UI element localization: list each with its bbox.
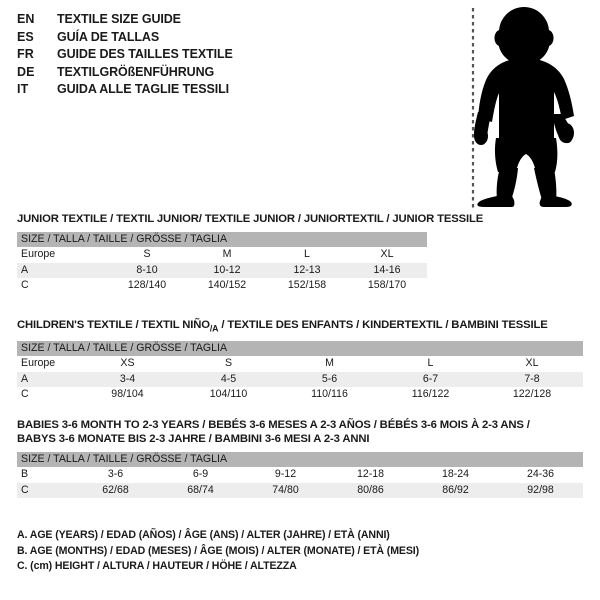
table-cell: 62/68 (73, 482, 158, 498)
table-cell: 122/128 (481, 387, 584, 403)
section-junior: JUNIOR TEXTILE / TEXTIL JUNIOR/ TEXTILE … (17, 212, 484, 294)
table-cell: S (107, 247, 187, 263)
table-cell: M (279, 356, 380, 372)
size-band-label: SIZE / TALLA / TAILLE / GRÖSSE / TAGLIA (17, 452, 584, 467)
height-illustration: C (440, 0, 600, 215)
table-row: A 3-4 4-5 5-6 6-7 7-8 (17, 371, 584, 388)
table-cell: 4-5 (178, 371, 279, 388)
table-cell: 158/170 (347, 278, 427, 294)
table-cell: 5-6 (279, 371, 380, 388)
junior-size-table: SIZE / TALLA / TAILLE / GRÖSSE / TAGLIA … (17, 232, 427, 294)
toddler-body (474, 7, 574, 207)
table-cell: L (380, 356, 481, 372)
legend-line-b: B. AGE (MONTHS) / EDAD (MESES) / ÂGE (MO… (17, 544, 420, 557)
language-row: ES GUÍA DE TALLAS (17, 30, 417, 48)
language-row: EN TEXTILE SIZE GUIDE (17, 12, 417, 30)
table-band-row: SIZE / TALLA / TAILLE / GRÖSSE / TAGLIA (17, 341, 584, 357)
language-row: IT GUIDA ALLE TAGLIE TESSILI (17, 82, 417, 100)
table-row: C 98/104 104/110 110/116 116/122 122/128 (17, 387, 584, 403)
legend-line-a: A. AGE (YEARS) / EDAD (AÑOS) / ÂGE (ANS)… (17, 529, 390, 541)
section-children: CHILDREN'S TEXTILE / TEXTIL NIÑO/A / TEX… (17, 318, 584, 403)
table-cell: 7-8 (481, 371, 584, 388)
language-title: TEXTILE SIZE GUIDE (57, 12, 181, 26)
table-cell: 18-24 (413, 467, 498, 483)
section-title-babies-line2: BABYS 3-6 MONATE BIS 2-3 JAHRE / BAMBINI… (17, 433, 370, 445)
table-cell: XL (347, 247, 427, 263)
language-code: ES (17, 29, 34, 44)
row-label: C (17, 387, 77, 403)
table-cell: M (187, 247, 267, 263)
table-cell: 92/98 (498, 482, 584, 498)
section-title-junior: JUNIOR TEXTILE / TEXTIL JUNIOR/ TEXTILE … (17, 213, 484, 225)
language-title: GUÍA DE TALLAS (57, 29, 160, 44)
table-cell: 104/110 (178, 387, 279, 403)
section-title-children-suffix: / TEXTILE DES ENFANTS / KINDERTEXTIL / B… (218, 319, 548, 331)
table-cell: 9-12 (243, 467, 328, 483)
section-title-babies-line1: BABIES 3-6 MONTH TO 2-3 YEARS / BEBÉS 3-… (17, 419, 530, 431)
table-cell: 74/80 (243, 482, 328, 498)
language-title: GUIDA ALLE TAGLIE TESSILI (57, 82, 230, 96)
table-row: Europe XS S M L XL (17, 356, 584, 372)
size-band-label: SIZE / TALLA / TAILLE / GRÖSSE / TAGLIA (17, 341, 584, 357)
table-cell: 8-10 (107, 262, 187, 278)
table-cell: 140/152 (187, 278, 267, 294)
row-label: B (17, 467, 73, 483)
table-cell: 3-6 (73, 467, 158, 483)
children-size-table: SIZE / TALLA / TAILLE / GRÖSSE / TAGLIA … (17, 341, 584, 403)
table-row: B 3-6 6-9 9-12 12-18 18-24 24-36 (17, 467, 584, 483)
table-cell: 3-4 (77, 371, 178, 388)
table-cell: 110/116 (279, 387, 380, 403)
language-title-block: EN TEXTILE SIZE GUIDE ES GUÍA DE TALLAS … (17, 12, 417, 100)
size-band-label: SIZE / TALLA / TAILLE / GRÖSSE / TAGLIA (17, 232, 427, 247)
row-label: Europe (17, 356, 77, 372)
table-cell: 10-12 (187, 262, 267, 278)
table-cell: 12-18 (328, 467, 413, 483)
section-title-children: CHILDREN'S TEXTILE / TEXTIL NIÑO/A / TEX… (17, 318, 583, 335)
language-code: EN (17, 12, 35, 26)
row-label: C (17, 278, 107, 294)
section-babies: BABIES 3-6 MONTH TO 2-3 YEARS / BEBÉS 3-… (17, 418, 584, 498)
table-cell: 14-16 (347, 262, 427, 278)
table-cell: 116/122 (380, 387, 481, 403)
table-cell: 80/86 (328, 482, 413, 498)
language-title: GUIDE DES TAILLES TEXTILE (57, 47, 233, 61)
table-band-row: SIZE / TALLA / TAILLE / GRÖSSE / TAGLIA (17, 452, 584, 467)
table-cell: 12-13 (267, 262, 347, 278)
row-label: A (17, 262, 107, 278)
table-cell: L (267, 247, 347, 263)
language-row: DE TEXTILGRÖßENFÜHRUNG (17, 65, 417, 83)
table-row: C 128/140 140/152 152/158 158/170 (17, 278, 427, 294)
toddler-silhouette-icon (471, 7, 574, 208)
table-cell: 68/74 (158, 482, 243, 498)
row-label: A (17, 371, 77, 388)
table-cell: 6-7 (380, 371, 481, 388)
measurement-legend: A. AGE (YEARS) / EDAD (AÑOS) / ÂGE (ANS)… (17, 528, 419, 575)
table-cell: XS (77, 356, 178, 372)
table-cell: 98/104 (77, 387, 178, 403)
table-row: C 62/68 68/74 74/80 80/86 86/92 92/98 (17, 482, 584, 498)
table-row: Europe S M L XL (17, 247, 427, 263)
table-band-row: SIZE / TALLA / TAILLE / GRÖSSE / TAGLIA (17, 232, 427, 247)
section-title-children-prefix: CHILDREN'S TEXTILE / TEXTIL NIÑO (17, 319, 210, 331)
table-row: A 8-10 10-12 12-13 14-16 (17, 262, 427, 278)
table-cell: 152/158 (267, 278, 347, 294)
language-title: TEXTILGRÖßENFÜHRUNG (57, 64, 215, 79)
section-title-children-subscript: /A (209, 323, 219, 334)
table-cell: S (178, 356, 279, 372)
legend-line-c: C. (cm) HEIGHT / ALTURA / HAUTEUR / HÖHE… (17, 560, 297, 572)
row-label: Europe (17, 247, 107, 263)
table-cell: 128/140 (107, 278, 187, 294)
table-cell: 24-36 (498, 467, 584, 483)
language-code: IT (17, 82, 29, 96)
language-code: DE (17, 64, 35, 79)
row-label: C (17, 482, 73, 498)
table-cell: 86/92 (413, 482, 498, 498)
language-code: FR (17, 47, 34, 61)
table-cell: XL (481, 356, 584, 372)
babies-size-table: SIZE / TALLA / TAILLE / GRÖSSE / TAGLIA … (17, 452, 584, 498)
table-cell: 6-9 (158, 467, 243, 483)
language-row: FR GUIDE DES TAILLES TEXTILE (17, 47, 417, 65)
